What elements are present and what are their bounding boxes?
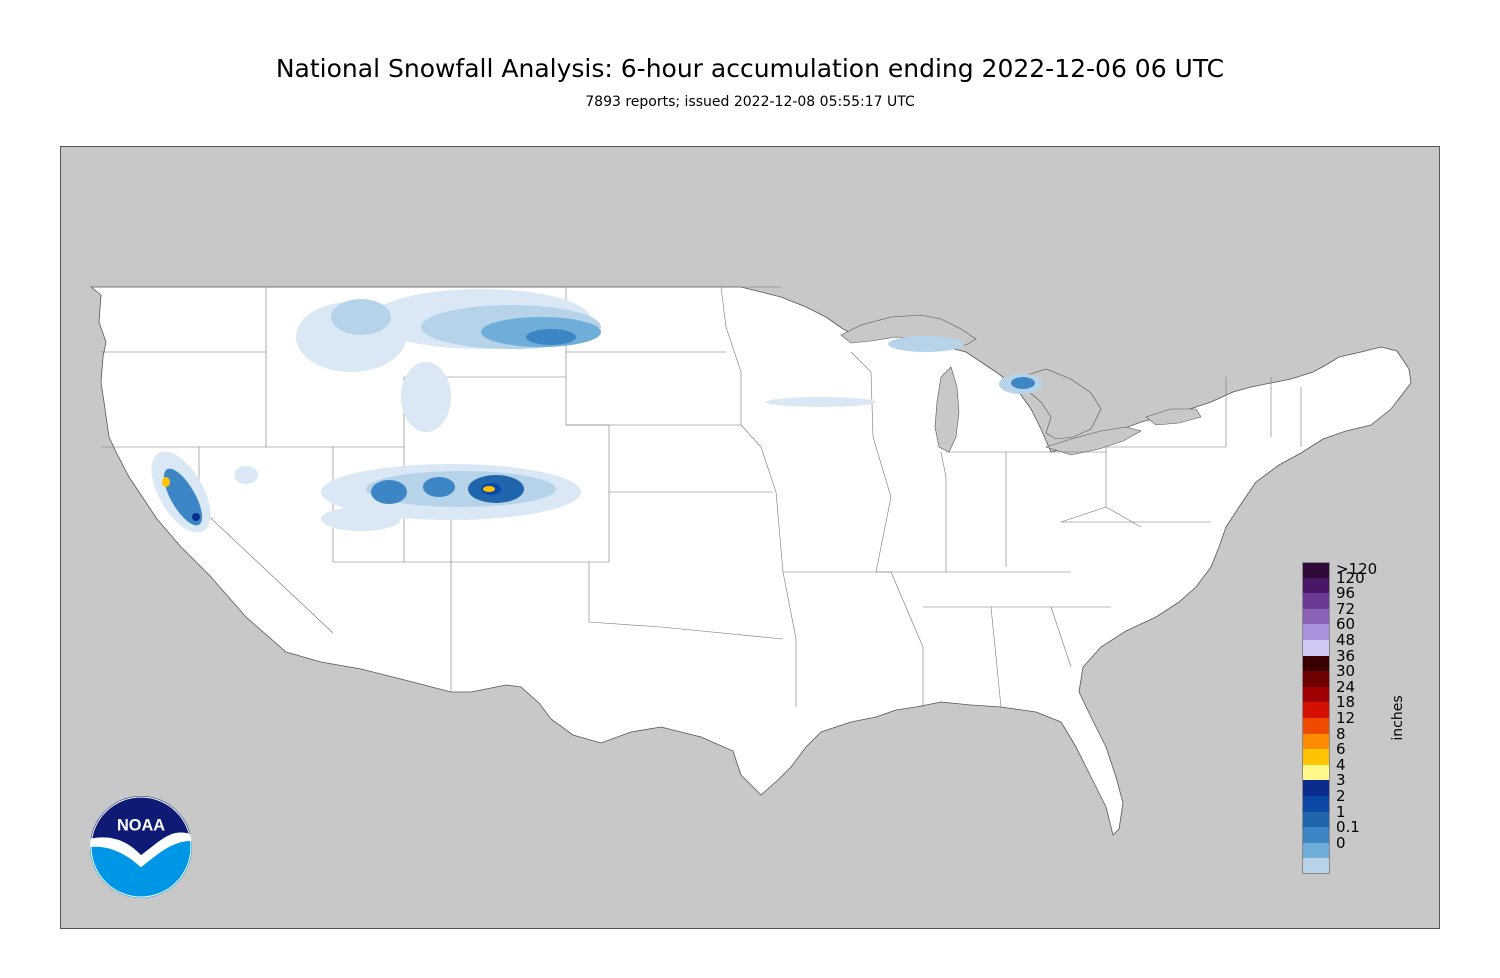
- legend-swatch: [1302, 686, 1330, 703]
- noaa-logo-text: NOAA: [117, 817, 165, 835]
- legend-swatch: [1302, 780, 1330, 797]
- legend-label: 4: [1336, 755, 1346, 774]
- legend-swatch: [1302, 608, 1330, 625]
- legend-swatch: [1302, 733, 1330, 750]
- legend-swatch: [1302, 796, 1330, 813]
- legend-swatch: [1302, 858, 1330, 875]
- legend-label: 36: [1336, 646, 1356, 665]
- legend-label: 0: [1336, 833, 1346, 852]
- legend-label: 60: [1336, 615, 1356, 634]
- legend-label: 18: [1336, 693, 1356, 712]
- legend-label: 1: [1336, 802, 1346, 821]
- snowfall-shading: [151, 289, 1043, 533]
- legend-label: 120: [1336, 568, 1365, 587]
- legend-label: 30: [1336, 662, 1356, 681]
- legend-label: 24: [1336, 677, 1356, 696]
- legend-swatch: [1302, 624, 1330, 641]
- legend-swatch: [1302, 718, 1330, 735]
- legend-swatch: [1302, 671, 1330, 688]
- lake-erie: [1045, 426, 1142, 456]
- legend-swatch: [1302, 640, 1330, 657]
- legend-swatch: [1302, 749, 1330, 766]
- map-svg: [89, 286, 1412, 836]
- noaa-logo: NOAA: [90, 796, 192, 898]
- legend-label: 96: [1336, 584, 1356, 603]
- state-borders: [91, 286, 1302, 708]
- legend-swatch: [1302, 593, 1330, 610]
- lake-ontario: [1145, 408, 1202, 426]
- legend-swatch: [1302, 842, 1330, 859]
- legend-label: >120: [1336, 560, 1378, 578]
- legend-swatch: [1302, 764, 1330, 781]
- legend-label: 8: [1336, 724, 1346, 743]
- legend-label: 48: [1336, 631, 1356, 649]
- legend-label: 72: [1336, 599, 1356, 618]
- legend-swatch: [1302, 827, 1330, 844]
- legend-swatch: [1302, 562, 1330, 579]
- legend-label: 12: [1336, 709, 1356, 727]
- conus-land: [89, 286, 1412, 836]
- legend-label: 0.1: [1336, 818, 1360, 837]
- legend-label: 6: [1336, 740, 1346, 759]
- legend-unit-label: inches: [1390, 695, 1406, 741]
- legend-label: 3: [1336, 771, 1346, 790]
- snowfall-map: [60, 146, 1440, 929]
- legend-label: 2: [1336, 787, 1346, 805]
- map-title: National Snowfall Analysis: 6-hour accum…: [275, 54, 1225, 83]
- legend-swatch: [1302, 655, 1330, 672]
- legend-swatch: [1302, 702, 1330, 719]
- lake-michigan: [934, 366, 960, 453]
- map-subtitle: 7893 reports; issued 2022-12-08 05:55:17…: [585, 94, 915, 110]
- legend-swatch: [1302, 811, 1330, 828]
- legend-swatch: [1302, 577, 1330, 594]
